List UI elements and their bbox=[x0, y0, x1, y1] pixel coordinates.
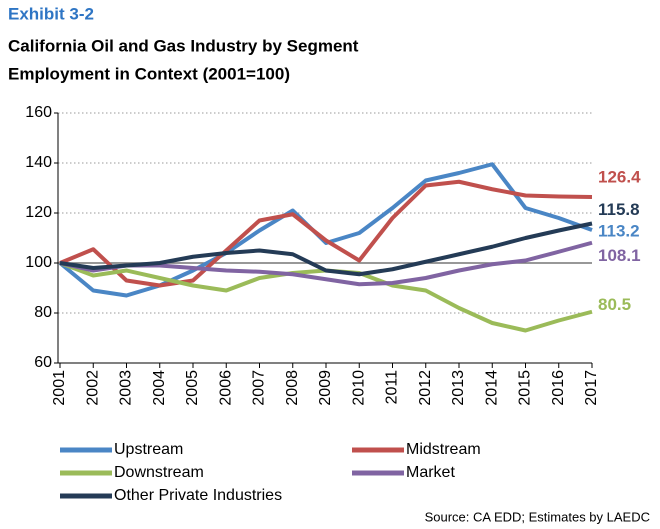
x-tick-label: 2014 bbox=[483, 370, 500, 406]
legend-label: Midstream bbox=[406, 441, 481, 458]
y-tick-label: 60 bbox=[34, 354, 52, 371]
y-tick-label: 160 bbox=[25, 104, 52, 121]
x-tick-label: 2007 bbox=[251, 370, 268, 406]
x-tick-label: 2005 bbox=[184, 370, 201, 406]
y-tick-label: 140 bbox=[25, 154, 52, 171]
x-tick-label: 2012 bbox=[417, 370, 434, 406]
legend-label: Other Private Industries bbox=[114, 487, 282, 504]
end-value-label: 126.4 bbox=[598, 167, 641, 186]
legend-label: Upstream bbox=[114, 441, 183, 458]
x-tick-label: 2015 bbox=[517, 370, 534, 406]
end-value-label: 115.8 bbox=[598, 200, 640, 219]
series-line bbox=[59, 221, 593, 277]
end-value-label: 108.1 bbox=[598, 246, 641, 265]
x-tick-label: 2002 bbox=[84, 370, 101, 406]
source: Source: CA EDD; Estimates by LAEDC bbox=[425, 509, 650, 524]
series-line bbox=[58, 162, 593, 298]
exhibit-label: Exhibit 3-2 bbox=[8, 4, 94, 23]
end-value-label: 80.5 bbox=[598, 295, 631, 314]
series-line bbox=[59, 261, 593, 333]
y-tick-label: 120 bbox=[25, 204, 52, 221]
x-tick-label: 2006 bbox=[217, 370, 234, 406]
legend-label: Downstream bbox=[114, 464, 204, 481]
end-value-label: 113.2 bbox=[598, 221, 640, 240]
x-tick-label: 2008 bbox=[284, 370, 301, 406]
chart-subtitle: Employment in Context (2001=100) bbox=[8, 64, 290, 83]
x-tick-label: 2003 bbox=[118, 370, 135, 406]
chart-title: California Oil and Gas Industry by Segme… bbox=[8, 36, 359, 55]
x-tick-label: 2009 bbox=[317, 370, 334, 406]
series-line bbox=[59, 179, 593, 288]
x-tick-label: 2010 bbox=[350, 370, 367, 406]
x-tick-label: 2001 bbox=[51, 370, 68, 406]
x-tick-label: 2013 bbox=[450, 370, 467, 406]
x-tick-label: 2011 bbox=[384, 370, 401, 405]
y-tick-label: 100 bbox=[25, 254, 52, 271]
x-tick-label: 2004 bbox=[151, 370, 168, 406]
x-tick-label: 2017 bbox=[583, 370, 600, 406]
y-tick-label: 80 bbox=[34, 304, 52, 321]
x-tick-label: 2016 bbox=[550, 370, 567, 406]
legend-label: Market bbox=[406, 464, 455, 481]
